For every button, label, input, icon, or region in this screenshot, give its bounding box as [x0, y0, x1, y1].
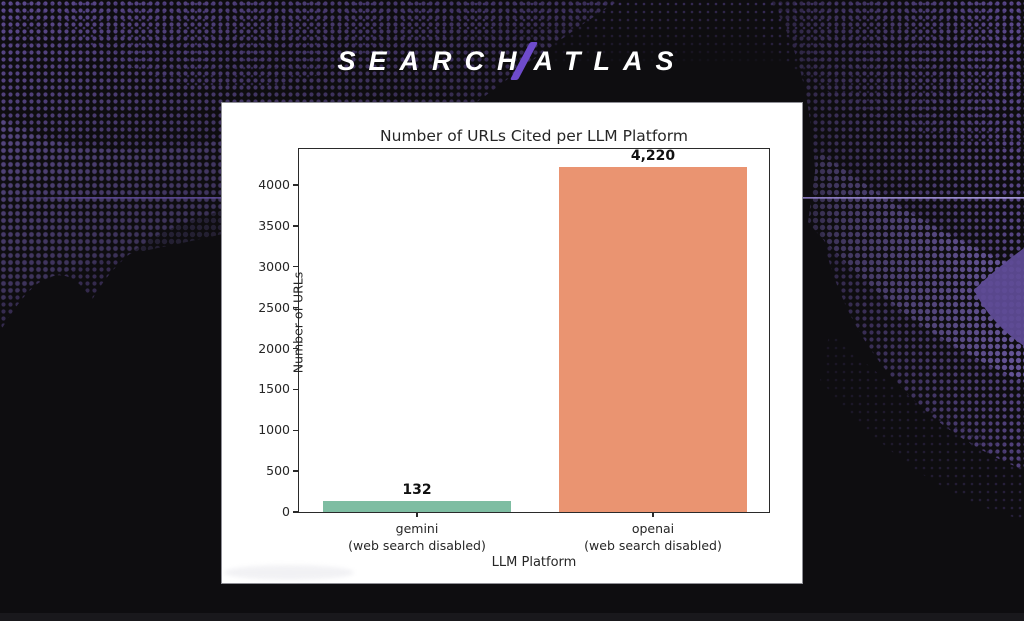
x-tick-mark [652, 512, 654, 517]
axes: 0 500 1000 1500 2000 2500 3000 3500 4000 132 gemin… [258, 148, 770, 553]
bar-value-label: 132 [402, 482, 432, 499]
bar-openai [558, 167, 748, 512]
logo-word-atlas: ATLAS [533, 46, 687, 76]
y-tick-mark [293, 347, 299, 350]
y-tick-mark [293, 511, 299, 513]
chart-card: Number of URLs Cited per LLM Platform 0 5… [222, 103, 802, 583]
bar-gemini [322, 501, 512, 512]
y-tick-label: 0 [282, 504, 290, 519]
y-tick-mark [293, 470, 299, 472]
y-tick-mark [293, 225, 299, 227]
y-tick-label: 3500 [258, 217, 290, 233]
y-tick-mark [293, 307, 299, 309]
x-axis-label: LLM Platform [491, 555, 577, 570]
y-tick-label: 1500 [258, 381, 290, 397]
logo-word-search: SEARCH [337, 46, 530, 76]
bar-value-label: 4,220 [630, 148, 676, 165]
y-tick-mark [293, 266, 299, 268]
x-tick-label: gemini (web search disabled) [348, 521, 486, 553]
y-tick-mark [293, 388, 299, 391]
y-axis-label: Number of URLs [290, 271, 306, 374]
chart-title: Number of URLs Cited per LLM Platform [380, 127, 688, 145]
x-tick-label: openai (web search disabled) [584, 521, 722, 553]
searchatlas-logo: SEARCH ATLAS [0, 42, 1024, 80]
y-tick-label: 1000 [258, 422, 290, 438]
card-watermark-smudge [224, 565, 354, 580]
y-tick-label: 500 [266, 463, 290, 479]
y-tick-mark [293, 429, 299, 431]
solid-purple-band [974, 248, 1024, 346]
x-tick-mark [416, 512, 418, 517]
y-tick-label: 2500 [258, 299, 290, 315]
y-tick-label: 3000 [258, 258, 290, 274]
y-tick-mark [293, 184, 299, 186]
y-tick-label: 4000 [258, 177, 290, 193]
y-tick-label: 2000 [258, 340, 290, 356]
